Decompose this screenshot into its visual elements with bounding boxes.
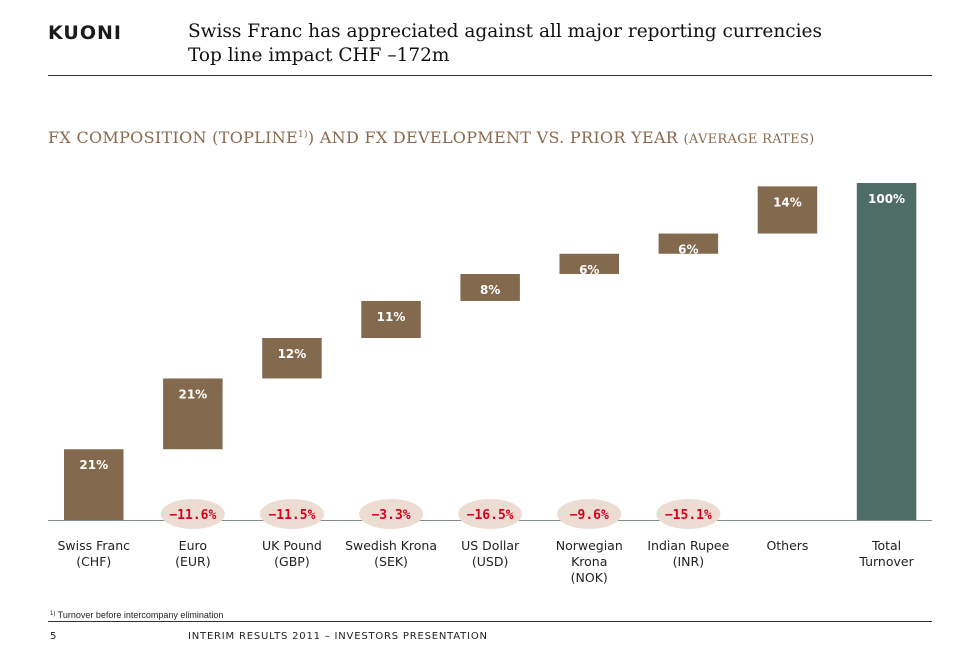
bar-label-1: 21% <box>178 387 207 401</box>
kuoni-logo: KUONI <box>48 22 122 44</box>
category-label-8-0: Total <box>871 538 901 553</box>
category-label-8-1: Turnover <box>858 554 914 569</box>
bar-label-6: 6% <box>678 243 698 257</box>
bar-total <box>856 183 917 520</box>
header-divider <box>48 75 932 76</box>
fx-label-3: −3.3% <box>371 508 410 523</box>
fx-label-6: −15.1% <box>665 508 712 523</box>
category-label-6-1: (INR) <box>673 554 704 569</box>
bar-2 <box>262 338 322 379</box>
category-label-3-0: Swedish Krona <box>345 538 437 553</box>
fx-ellipse-1 <box>160 499 225 529</box>
category-label-0-1: (CHF) <box>76 554 111 569</box>
footnote-marker: 1) <box>50 611 56 617</box>
bar-3 <box>361 300 421 339</box>
footnote: 1) Turnover before intercompany eliminat… <box>50 610 223 620</box>
heading-rest: ) AND FX DEVELOPMENT VS. PRIOR YEAR <box>307 128 684 147</box>
bar-7 <box>757 186 818 234</box>
category-label-5-2: (NOK) <box>571 570 608 585</box>
fx-label-2: −11.5% <box>268 508 315 523</box>
category-label-3-1: (SEK) <box>374 554 408 569</box>
fx-label-5: −9.6% <box>570 508 609 523</box>
category-label-5-0: Norwegian <box>556 538 623 553</box>
bar-4 <box>460 273 520 301</box>
fx-label-1: −11.6% <box>169 508 216 523</box>
page-number: 5 <box>50 631 57 642</box>
bar-label-5: 6% <box>579 263 599 277</box>
fx-ellipse-2 <box>259 499 324 529</box>
title-line-2: Top line impact CHF –172m <box>188 45 450 66</box>
category-label-2-0: UK Pound <box>262 538 322 553</box>
bar-5 <box>559 253 619 274</box>
category-label-6-0: Indian Rupee <box>647 538 729 553</box>
bar-1 <box>163 378 223 450</box>
category-label-0-0: Swiss Franc <box>57 538 130 553</box>
bar-label-8: 100% <box>868 192 905 206</box>
title-line-1: Swiss Franc has appreciated against all … <box>188 21 823 42</box>
waterfall-chart: 21% Swiss Franc(CHF) 21% −11.6% Euro(EUR) 12%… <box>48 183 932 585</box>
category-label-1-1: (EUR) <box>175 554 211 569</box>
category-label-7-0: Others <box>766 538 808 553</box>
bar-0 <box>64 449 124 520</box>
category-label-5-1: Krona <box>571 554 607 569</box>
fx-ellipse-6 <box>656 499 721 529</box>
fx-ellipse-3 <box>359 499 424 529</box>
bar-label-4: 8% <box>480 283 500 297</box>
category-label-2-1: (GBP) <box>274 554 310 569</box>
bar-6 <box>658 233 719 254</box>
heading-superscript: 1) <box>298 130 308 140</box>
footer-title: INTERIM RESULTS 2011 – INVESTORS PRESENT… <box>188 631 488 642</box>
bar-label-7: 14% <box>773 195 802 209</box>
fx-label-4: −16.5% <box>467 508 514 523</box>
heading-main: FX COMPOSITION (TOPLINE <box>48 128 299 147</box>
fx-ellipse-4 <box>458 499 523 529</box>
heading-average-rates: (AVERAGE RATES) <box>683 132 815 147</box>
fx-ellipse-5 <box>557 499 622 529</box>
page-title: Swiss Franc has appreciated against all … <box>188 20 822 68</box>
footer-divider <box>48 621 932 622</box>
bar-label-3: 11% <box>377 310 406 324</box>
footnote-text: Turnover before intercompany elimination <box>55 610 224 620</box>
category-label-1-0: Euro <box>179 538 207 553</box>
bar-label-2: 12% <box>278 347 307 361</box>
bar-label-0: 21% <box>79 458 108 472</box>
section-heading: FX COMPOSITION (TOPLINE1)) AND FX DEVELO… <box>48 128 815 147</box>
category-label-4-1: (USD) <box>472 554 508 569</box>
category-label-4-0: US Dollar <box>461 538 520 553</box>
